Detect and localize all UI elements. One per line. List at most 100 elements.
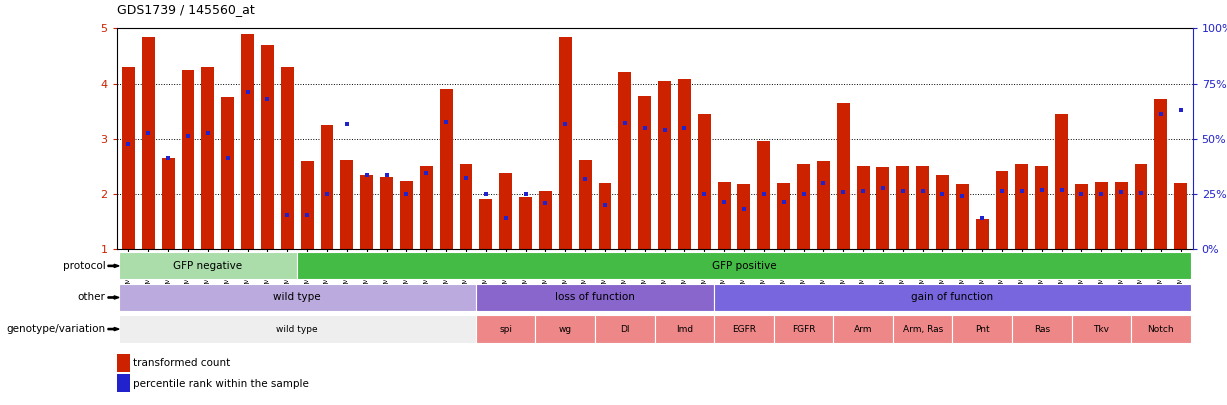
Point [1151, 111, 1171, 117]
Point [913, 188, 933, 194]
Point [258, 96, 277, 102]
Bar [837, 103, 849, 249]
Bar [119, 315, 476, 343]
Point [456, 175, 476, 182]
Point [655, 127, 675, 134]
Text: GDS1739 / 145560_at: GDS1739 / 145560_at [117, 3, 254, 16]
Bar [1036, 166, 1048, 249]
Text: EGFR: EGFR [733, 324, 756, 334]
Bar [242, 34, 254, 249]
Point [734, 206, 753, 213]
Point [337, 121, 357, 127]
Text: gain of function: gain of function [912, 292, 994, 303]
Bar [595, 315, 655, 343]
Text: Imd: Imd [676, 324, 693, 334]
Bar [297, 252, 1190, 279]
Point [158, 155, 178, 161]
Bar [1131, 315, 1190, 343]
Bar [737, 184, 751, 249]
Point [1071, 191, 1091, 197]
Point [238, 89, 258, 95]
Bar [956, 184, 969, 249]
Text: FGFR: FGFR [791, 324, 815, 334]
Point [437, 119, 456, 126]
Point [536, 200, 556, 207]
Bar [1155, 99, 1167, 249]
Bar [460, 164, 472, 249]
Point [476, 191, 496, 197]
Bar [1174, 183, 1188, 249]
Point [515, 191, 535, 197]
Bar [897, 166, 909, 249]
Bar [579, 160, 591, 249]
Bar [361, 175, 373, 249]
Bar [476, 284, 714, 311]
Bar [539, 191, 552, 249]
Bar [400, 181, 412, 249]
Point [675, 124, 694, 131]
Point [794, 191, 814, 197]
Bar [420, 166, 433, 249]
Point [198, 130, 217, 136]
Point [1052, 187, 1071, 193]
Bar [119, 284, 476, 311]
Point [218, 155, 238, 161]
Point [774, 199, 794, 205]
Bar [893, 315, 952, 343]
Bar [1094, 182, 1108, 249]
Text: transformed count: transformed count [133, 358, 229, 368]
Bar [714, 284, 1190, 311]
Bar [1135, 164, 1147, 249]
Bar [936, 175, 948, 249]
Point [893, 188, 913, 194]
Bar [320, 125, 334, 249]
Text: Arm, Ras: Arm, Ras [903, 324, 942, 334]
Bar [535, 315, 595, 343]
Text: Notch: Notch [1147, 324, 1174, 334]
Text: loss of function: loss of function [555, 292, 636, 303]
Bar [121, 67, 135, 249]
Point [396, 191, 416, 197]
Point [575, 176, 595, 182]
Bar [714, 315, 774, 343]
Point [634, 124, 654, 131]
Bar [655, 315, 714, 343]
Point [972, 215, 991, 222]
Text: spi: spi [499, 324, 512, 334]
Bar [698, 114, 710, 249]
Bar [679, 79, 691, 249]
Bar [1114, 182, 1128, 249]
Point [1171, 107, 1190, 113]
Point [615, 120, 634, 126]
Point [178, 133, 198, 139]
Text: other: other [77, 292, 106, 303]
Point [1032, 187, 1052, 193]
Text: Arm: Arm [854, 324, 872, 334]
Point [874, 185, 893, 192]
Bar [1016, 164, 1028, 249]
Point [119, 141, 139, 147]
Bar [380, 177, 393, 249]
Bar [774, 315, 833, 343]
Bar [476, 315, 535, 343]
Text: protocol: protocol [63, 261, 106, 271]
Point [595, 202, 615, 208]
Point [753, 191, 773, 197]
Text: Tkv: Tkv [1093, 324, 1109, 334]
Bar [833, 315, 893, 343]
Text: Pnt: Pnt [975, 324, 989, 334]
Point [416, 170, 436, 177]
Bar [499, 173, 512, 249]
Bar [777, 183, 790, 249]
Bar [519, 197, 533, 249]
Point [556, 121, 575, 127]
Bar [975, 219, 989, 249]
Text: GFP positive: GFP positive [712, 261, 777, 271]
Point [814, 179, 833, 186]
Point [139, 130, 158, 136]
Bar [658, 81, 671, 249]
Point [1092, 191, 1112, 197]
Bar [201, 67, 215, 249]
Point [714, 199, 734, 205]
Point [694, 191, 714, 197]
